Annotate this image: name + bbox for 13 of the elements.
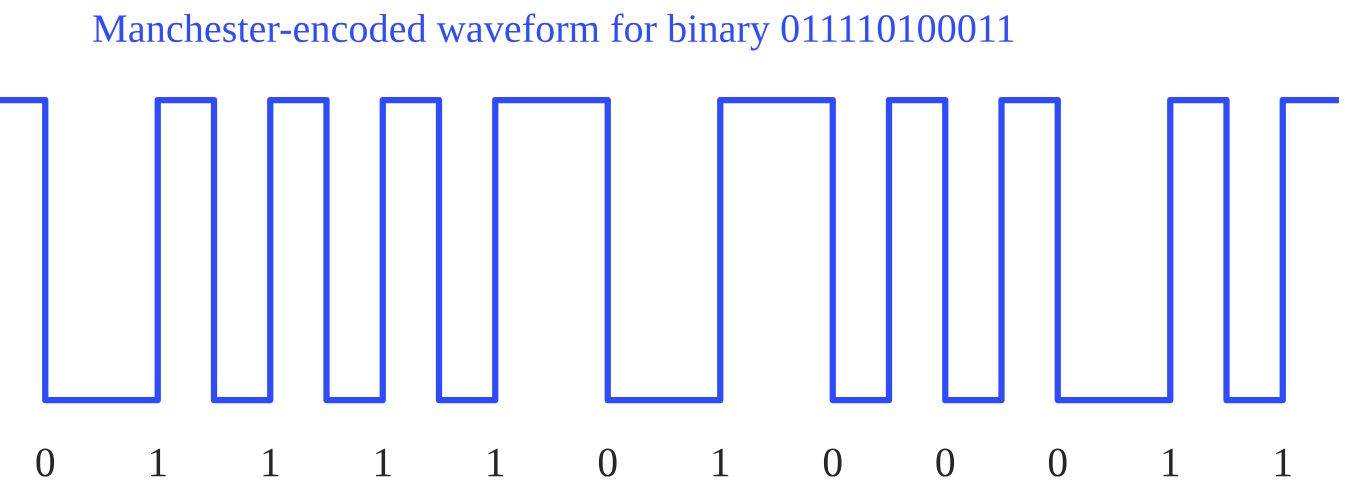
x-tick-label: 1 xyxy=(1276,448,1291,477)
x-tick-label: 0 xyxy=(1048,448,1067,477)
x-tick-label: 1 xyxy=(1163,448,1179,477)
x-tick-label: 1 xyxy=(488,448,504,477)
x-tick-label: 1 xyxy=(151,448,166,477)
x-tick-label: 0 xyxy=(598,448,617,477)
x-tick-label: 0 xyxy=(936,448,955,477)
x-tick-label: 1 xyxy=(263,448,279,477)
chart-title: Manchester-encoded waveform for binary 011110100011 xyxy=(93,13,1014,51)
x-tick-label: 0 xyxy=(36,448,55,477)
x-tick-label: 1 xyxy=(713,448,729,477)
x-tick-label: 1 xyxy=(376,448,391,477)
x-tick-label: 0 xyxy=(823,448,842,477)
